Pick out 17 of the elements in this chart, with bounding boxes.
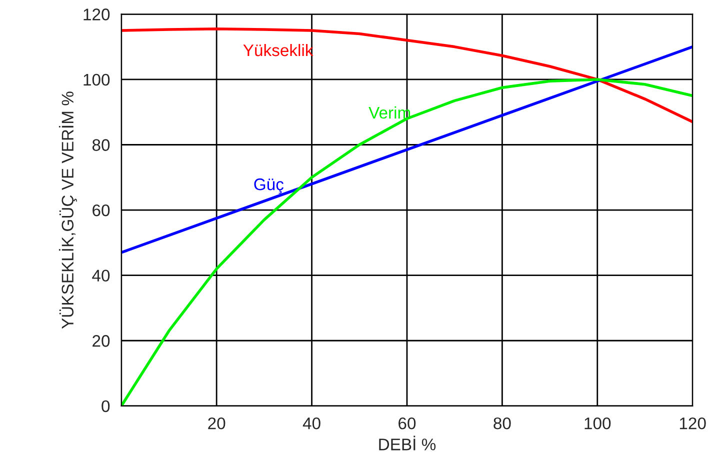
y-tick-label: 120 xyxy=(84,8,110,20)
y-tick-label: 60 xyxy=(92,204,110,216)
x-tick-label: 60 xyxy=(398,417,416,430)
x-tick-label: 80 xyxy=(494,417,511,430)
series-label: Güç xyxy=(254,178,284,194)
y-tick-label: 0 xyxy=(102,400,110,412)
y-tick-label: 100 xyxy=(84,74,110,86)
x-tick-label: 20 xyxy=(208,417,226,430)
y-axis-title: YÜKSEKLİK,GÜÇ VE VERİM % xyxy=(58,92,77,329)
y-tick-label: 40 xyxy=(92,270,110,282)
line-series xyxy=(121,27,693,124)
x-tick-label: 100 xyxy=(584,417,611,430)
x-tick-label: 120 xyxy=(680,417,706,430)
x-tick-label: 40 xyxy=(302,417,320,430)
x-axis-title: DEBİ % xyxy=(379,436,436,450)
y-tick-label: 80 xyxy=(92,139,110,151)
y-tick-label: 20 xyxy=(92,335,110,347)
